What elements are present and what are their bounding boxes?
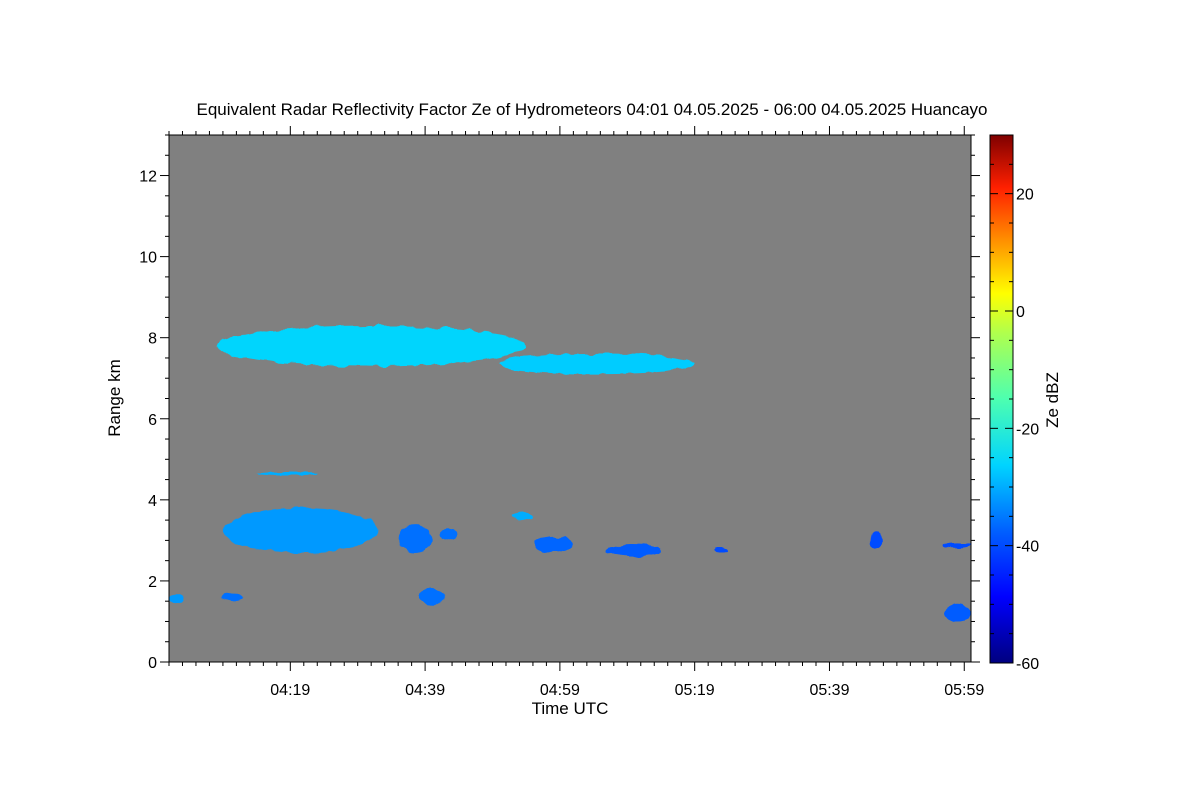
echo-region [418, 589, 446, 606]
colorbar-tick-label: 0 [1016, 304, 1025, 321]
x-axis: 04:19 04:39 04:59 05:19 05:39 05:59 [168, 126, 984, 699]
x-axis-label: Time UTC [532, 699, 609, 718]
colorbar-tick-label: -20 [1016, 421, 1039, 438]
echo-region [532, 536, 574, 553]
colorbar-tick-label: -40 [1016, 539, 1039, 556]
chart-title: Equivalent Radar Reflectivity Factor Ze … [197, 100, 988, 119]
echo-region [216, 325, 527, 367]
colorbar: -60 -40 -20 0 20 Ze dBZ [989, 134, 1062, 673]
x-tick-label: 05:59 [944, 682, 984, 699]
echo-region [169, 593, 183, 606]
y-tick-label: 4 [148, 493, 157, 510]
echo-region [944, 605, 971, 622]
y-tick-label: 6 [148, 412, 157, 429]
echo-region [499, 353, 695, 375]
x-tick-label: 05:19 [675, 682, 715, 699]
colorbar-tick-label: 20 [1016, 187, 1034, 204]
x-tick-label: 04:19 [270, 682, 310, 699]
y-tick-label: 0 [148, 655, 157, 672]
x-tick-label: 04:59 [540, 682, 580, 699]
colorbar-tick-label: -60 [1016, 656, 1039, 673]
echo-region [944, 542, 971, 549]
echo-region [256, 471, 318, 476]
echo-layer [169, 325, 971, 622]
plot-background [169, 135, 971, 662]
echo-region [607, 544, 661, 557]
colorbar-ticks: -60 -40 -20 0 20 [990, 134, 1039, 673]
y-axis: 0 2 4 6 8 10 12 [139, 134, 980, 672]
y-tick-label: 2 [148, 574, 157, 591]
y-tick-label: 8 [148, 331, 157, 348]
y-axis-label: Range km [105, 359, 124, 436]
echo-region [512, 512, 533, 521]
x-tick-label: 04:39 [405, 682, 445, 699]
y-tick-label: 12 [139, 169, 157, 186]
echo-region [869, 532, 884, 549]
echo-region [222, 507, 378, 553]
y-tick-label: 10 [139, 250, 157, 267]
colorbar-label: Ze dBZ [1043, 372, 1062, 428]
echo-region [398, 524, 432, 553]
x-tick-label: 05:39 [809, 682, 849, 699]
echo-region [714, 548, 729, 553]
echo-region [438, 528, 459, 541]
echo-region [222, 593, 244, 602]
